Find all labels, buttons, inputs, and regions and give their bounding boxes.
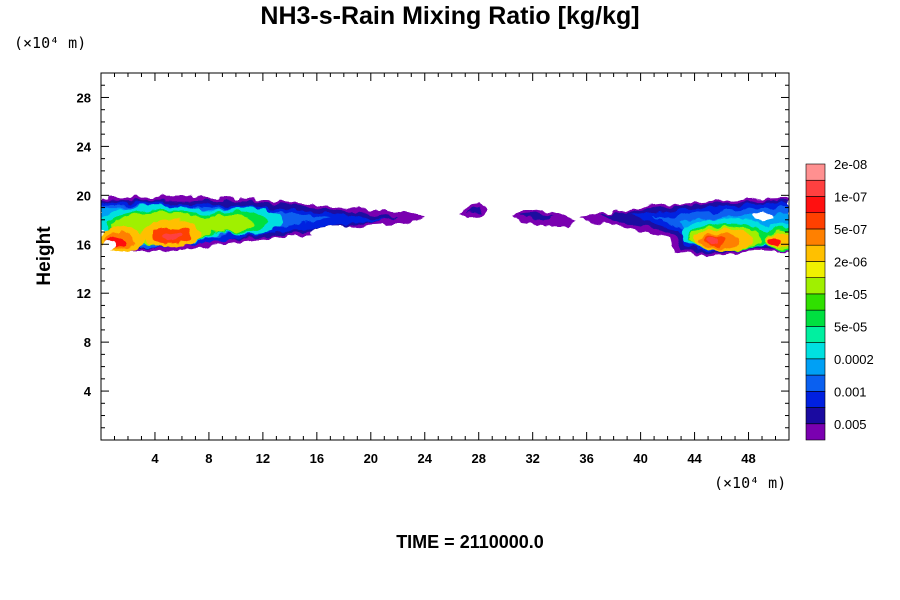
colorbar-swatch xyxy=(805,277,826,295)
colorbar-label: 2e-06 xyxy=(834,254,867,269)
chart-title: NH3-s-Rain Mixing Ratio [kg/kg] xyxy=(260,2,640,30)
x-axis: 4 8 12 16 20 24 28 32 36 40 44 48 xyxy=(113,73,777,466)
colorbar-swatch xyxy=(805,423,826,441)
field-contour xyxy=(310,225,365,241)
field-contour xyxy=(161,232,181,242)
colorbar-label: 1e-05 xyxy=(834,287,867,302)
x-tick-label: 8 xyxy=(205,451,212,466)
colorbar-swatch xyxy=(805,407,826,425)
time-label: TIME = 2110000.0 xyxy=(396,532,544,552)
colorbar-label: 2e-08 xyxy=(834,157,867,172)
field-contour xyxy=(705,237,719,244)
y-tick-label: 16 xyxy=(77,237,91,252)
x-tick-label: 16 xyxy=(310,451,324,466)
colorbar-swatch xyxy=(805,342,826,360)
x-tick-label: 28 xyxy=(471,451,485,466)
y-tick-label: 28 xyxy=(77,90,91,105)
x-tick-label: 36 xyxy=(579,451,593,466)
colorbar-swatch xyxy=(805,358,826,376)
colorbar-swatch xyxy=(805,196,826,214)
y-tick-label: 4 xyxy=(84,384,92,399)
colorbar-label: 0.005 xyxy=(834,417,867,432)
x-tick-label: 4 xyxy=(151,451,159,466)
colorbar-swatch xyxy=(805,228,826,246)
x-tick-label: 12 xyxy=(256,451,270,466)
x-tick-label: 44 xyxy=(687,451,702,466)
colorbar-label: 0.0002 xyxy=(834,352,874,367)
x-unit-label: (×10⁴ m) xyxy=(714,474,786,492)
y-axis: 4 8 12 16 20 24 28 xyxy=(77,84,789,429)
y-tick-label: 24 xyxy=(77,139,92,154)
colorbar-swatch xyxy=(805,179,826,197)
field-contour xyxy=(751,212,773,220)
field-contour xyxy=(103,239,115,249)
x-tick-label: 48 xyxy=(741,451,755,466)
colorbar-swatch xyxy=(805,293,826,311)
colorbar-label: 5e-07 xyxy=(834,222,867,237)
colorbar-swatch xyxy=(805,326,826,343)
colorbar-swatch xyxy=(805,390,826,408)
y-tick-label: 20 xyxy=(77,188,91,203)
colorbar-legend: 0.005 0.001 0.0002 5e-05 1e-05 2e-06 5e-07 1e-0… xyxy=(805,157,874,441)
colorbar-swatch xyxy=(805,261,826,278)
field-contour xyxy=(204,214,254,233)
colorbar-label: 0.001 xyxy=(834,384,867,399)
colorbar-swatch xyxy=(805,163,826,181)
y-tick-label: 8 xyxy=(84,335,91,350)
x-tick-label: 40 xyxy=(633,451,647,466)
x-tick-label: 24 xyxy=(418,451,433,466)
mixing-ratio-field xyxy=(101,196,789,257)
colorbar-label: 5e-05 xyxy=(834,319,867,334)
colorbar-swatch xyxy=(805,309,826,327)
y-unit-label: (×10⁴ m) xyxy=(14,34,86,52)
y-axis-label: Height xyxy=(34,226,55,286)
colorbar-swatch xyxy=(805,374,826,392)
field-contour xyxy=(466,207,482,214)
field-contour xyxy=(768,237,783,247)
field-contour xyxy=(519,212,553,222)
y-tick-label: 12 xyxy=(77,286,91,301)
colorbar-label: 1e-07 xyxy=(834,189,867,204)
plot-frame xyxy=(100,72,790,441)
colorbar-swatch xyxy=(805,244,826,262)
x-tick-label: 32 xyxy=(525,451,539,466)
x-tick-label: 20 xyxy=(364,451,378,466)
colorbar-swatch xyxy=(805,212,826,230)
